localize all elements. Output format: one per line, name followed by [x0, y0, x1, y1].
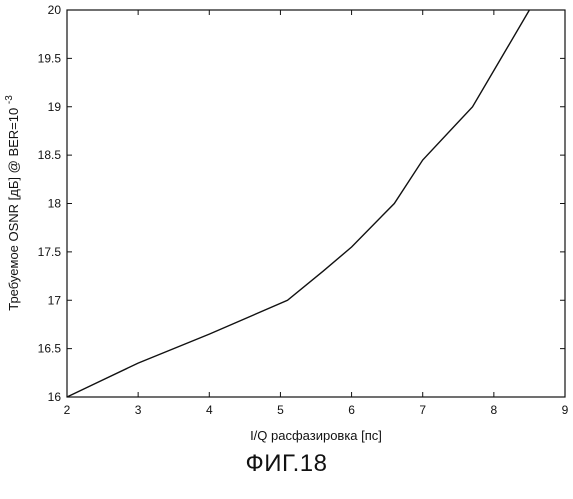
- y-tick-label: 19: [48, 100, 62, 114]
- x-axis-label: I/Q расфазировка [пс]: [250, 428, 382, 443]
- figure-caption: ФИГ.18: [0, 450, 573, 478]
- y-axis-ticks: 16 16.5 17 17.5 18 18.5 19 19.5 20: [38, 3, 565, 404]
- osnr-series-line: [67, 10, 529, 397]
- y-tick-label: 18: [48, 197, 62, 211]
- x-tick-label: 3: [135, 403, 142, 417]
- y-tick-label: 20: [48, 3, 62, 17]
- y-axis-label: Требуемое OSNR [дБ] @ BER=10 -3: [4, 95, 21, 311]
- y-tick-label: 17: [48, 293, 62, 307]
- x-tick-label: 2: [64, 403, 71, 417]
- x-tick-label: 5: [277, 403, 284, 417]
- y-tick-label: 18.5: [38, 148, 62, 162]
- plot-frame: [67, 10, 565, 397]
- y-tick-label: 19.5: [38, 51, 62, 65]
- x-tick-label: 8: [491, 403, 498, 417]
- x-tick-label: 6: [348, 403, 355, 417]
- y-tick-label: 16.5: [38, 342, 62, 356]
- x-tick-label: 4: [206, 403, 213, 417]
- y-axis-label-exponent: -3: [4, 95, 15, 104]
- y-axis-label-main: Требуемое OSNR [дБ] @ BER=10: [6, 108, 21, 311]
- x-tick-label: 9: [562, 403, 569, 417]
- y-tick-label: 17.5: [38, 245, 62, 259]
- x-tick-label: 7: [419, 403, 426, 417]
- y-tick-label: 16: [48, 390, 62, 404]
